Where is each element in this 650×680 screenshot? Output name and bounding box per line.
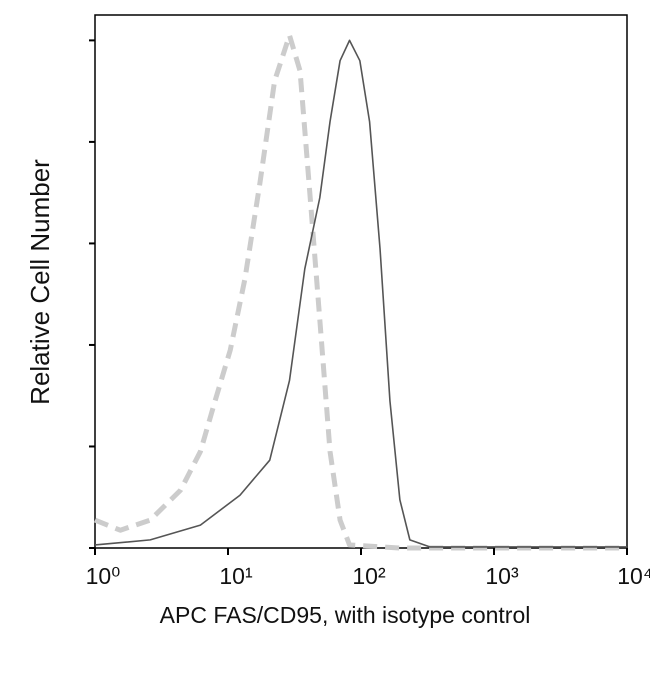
x-axis-label: APC FAS/CD95, with isotype control	[160, 602, 531, 628]
x-tick-label: 10³	[485, 563, 519, 589]
y-axis-label: Relative Cell Number	[25, 159, 55, 405]
x-tick-label: 10⁰	[86, 563, 121, 589]
histogram-line	[94, 32, 627, 551]
x-tick-label: 10¹	[219, 563, 253, 589]
histogram-line	[94, 39, 627, 548]
x-tick-label: 10⁴	[617, 563, 650, 589]
x-tick-label: 10²	[352, 563, 386, 589]
